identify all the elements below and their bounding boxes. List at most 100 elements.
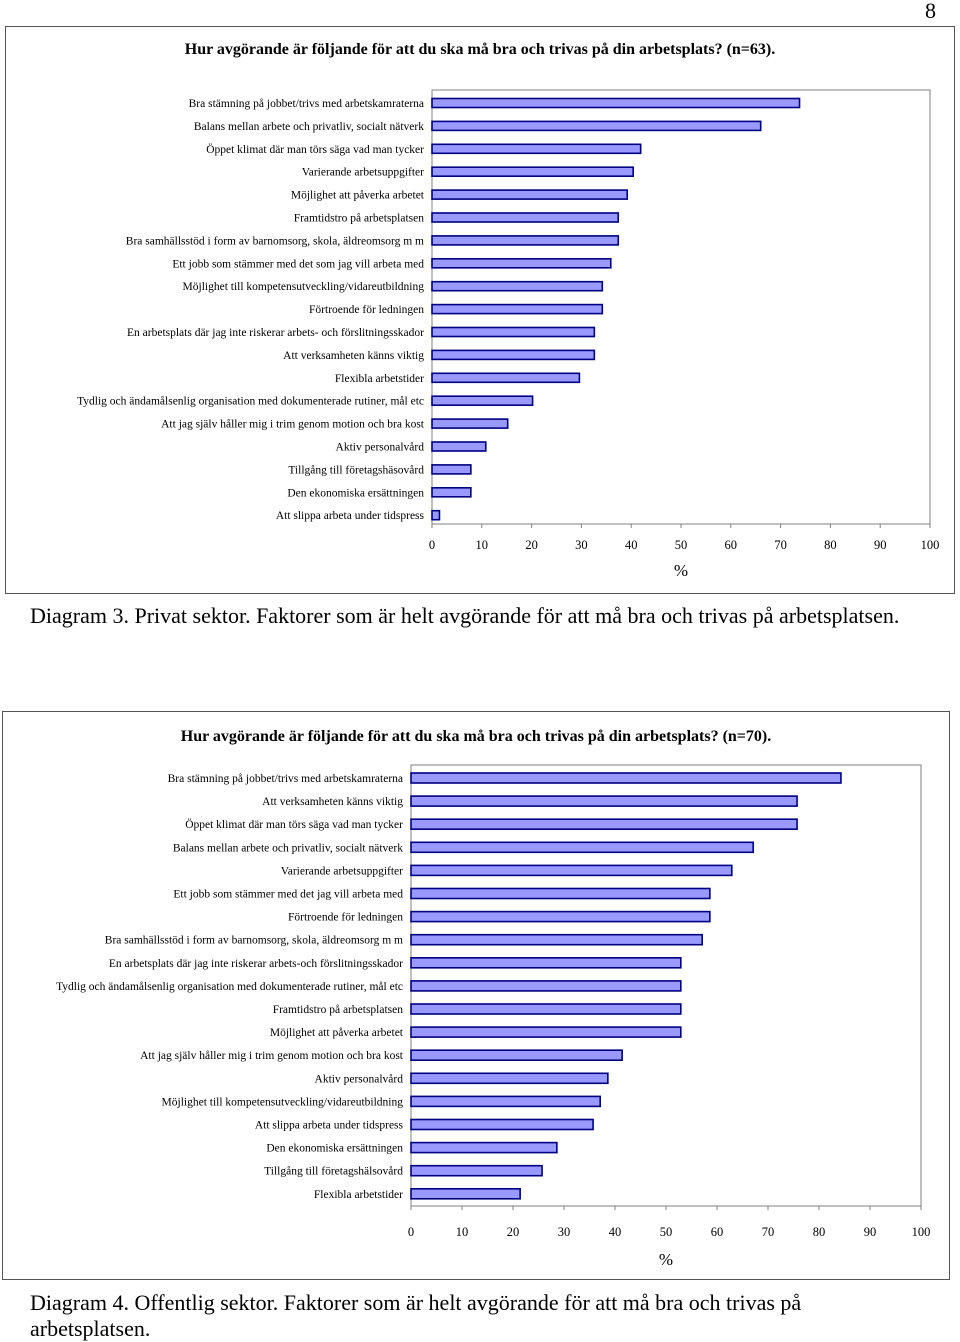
x-axis-title: % [674,561,688,580]
category-label: Tydlig och ändamålsenlig organisation me… [77,395,424,408]
bar [431,97,801,109]
caption-diagram-3: Diagram 3. Privat sektor. Faktorer som ä… [30,603,900,628]
bar [410,1003,682,1015]
bar [410,980,682,992]
category-label: Aktiv personalvård [315,1072,404,1085]
x-tick-label: 60 [725,538,738,552]
bar [431,235,620,246]
chart-private-sector: Hur avgörande är följande för att du ska… [5,26,955,594]
category-label: Att jag själv håller mig i trim genom mo… [161,418,425,431]
category-label: Möjlighet till kompetensutveckling/vidar… [183,281,425,293]
x-tick-label: 100 [921,538,940,552]
bar [431,120,762,132]
bar [431,486,472,498]
bar [431,441,487,452]
x-tick-label: 20 [525,538,538,552]
category-label: Den ekonomiska ersättningen [266,1143,403,1155]
bar [410,864,733,877]
x-tick-label: 100 [912,1225,931,1239]
bar [431,395,534,407]
bar [431,464,472,475]
x-tick-label: 20 [507,1225,520,1239]
category-label: Att verksamheten känns viktig [283,350,424,362]
category-label: Bra samhällsstöd i form av barnomsorg, s… [105,935,403,947]
category-label: Framtidstro på arbetsplatsen [294,212,425,225]
category-label: Möjlighet att påverka arbetet [270,1026,404,1039]
bar [431,143,642,155]
bar [431,349,596,361]
category-label: Aktiv personalvård [336,441,425,454]
category-label: Den ekonomiska ersättningen [287,487,424,499]
bar [431,303,604,315]
category-label: Balans mellan arbete och privatliv, soci… [173,842,403,854]
category-label: Öppet klimat där man törs säga vad man t… [206,142,424,156]
bar [410,1141,558,1154]
chart-public-sector: Hur avgörande är följande för att du ska… [2,711,950,1280]
x-tick-label: 0 [408,1225,414,1239]
category-label: Bra stämning på jobbet/trivs med arbetsk… [168,772,403,785]
category-label: Balans mellan arbete och privatliv, soci… [194,121,424,133]
category-label: Flexibla arbetstider [314,1189,403,1201]
bar [431,280,604,292]
bar [431,189,629,200]
bar [410,1049,623,1062]
category-label: Bra stämning på jobbet/trivs med arbetsk… [189,97,424,110]
x-tick-label: 80 [824,538,837,552]
category-label: Tillgång till företagshälsovård [264,1165,403,1178]
bar-chart-public: Bra stämning på jobbet/trivs med arbetsk… [56,764,931,1269]
category-label: Möjlighet att påverka arbetet [291,189,425,202]
bar-chart-private: Bra stämning på jobbet/trivs med arbetsk… [77,89,940,580]
x-tick-label: 70 [774,538,787,552]
chart-title: Hur avgörande är följande för att du ska… [184,41,776,58]
category-label: Tillgång till företagshäsovård [288,463,424,476]
bar [431,166,634,177]
bar [410,1095,602,1108]
bar [410,957,682,969]
category-label: Tydlig och ändamålsenlig organisation me… [56,980,403,993]
page-number: 8 [925,0,936,23]
x-tick-label: 80 [813,1225,826,1239]
x-axis-title: % [659,1250,673,1269]
bar [431,418,509,429]
bar [410,1164,543,1177]
bar [410,1026,682,1038]
category-label: Möjlighet till kompetensutveckling/vidar… [162,1096,404,1108]
x-tick-label: 30 [558,1225,571,1239]
bar [431,509,441,521]
bar [410,818,798,830]
x-tick-label: 0 [429,538,435,552]
bar [431,372,581,384]
category-label: Varierande arbetsuppgifter [302,167,424,179]
bar [431,326,596,338]
x-tick-label: 90 [874,538,887,552]
x-tick-label: 60 [711,1225,724,1239]
bar [410,887,711,900]
x-tick-label: 70 [762,1225,775,1239]
bar [410,795,798,807]
category-label: Att jag själv håller mig i trim genom mo… [140,1049,404,1062]
category-label: Ett jobb som stämmer med det som jag vil… [172,258,424,270]
bar [410,772,842,784]
bar [410,910,711,923]
chart-title: Hur avgörande är följande för att du ska… [180,728,772,745]
x-tick-label: 40 [625,538,638,552]
category-label: Förtroende för ledningen [309,304,424,316]
category-label: Förtroende för ledningen [288,912,403,924]
bar [410,1187,521,1200]
x-tick-label: 90 [864,1225,877,1239]
category-label: Varierande arbetsuppgifter [281,865,403,877]
category-label: Att slippa arbeta under tidspress [255,1120,404,1132]
bar [410,841,755,854]
category-label: Bra samhällsstöd i form av barnomsorg, s… [126,235,424,247]
x-tick-label: 30 [575,538,588,552]
x-tick-label: 50 [660,1225,673,1239]
category-label: En arbetsplats där jag inte riskerar arb… [109,958,403,970]
bar [431,258,612,269]
x-tick-label: 50 [675,538,688,552]
caption-diagram-4: Diagram 4. Offentlig sektor. Faktorer so… [30,1290,802,1341]
category-label: Ett jobb som stämmer med det jag vill ar… [173,889,403,901]
category-label: Öppet klimat där man törs säga vad man t… [185,817,403,831]
category-label: Att verksamheten känns viktig [262,796,403,808]
category-label: Flexibla arbetstider [335,373,424,385]
bar [410,1072,609,1085]
